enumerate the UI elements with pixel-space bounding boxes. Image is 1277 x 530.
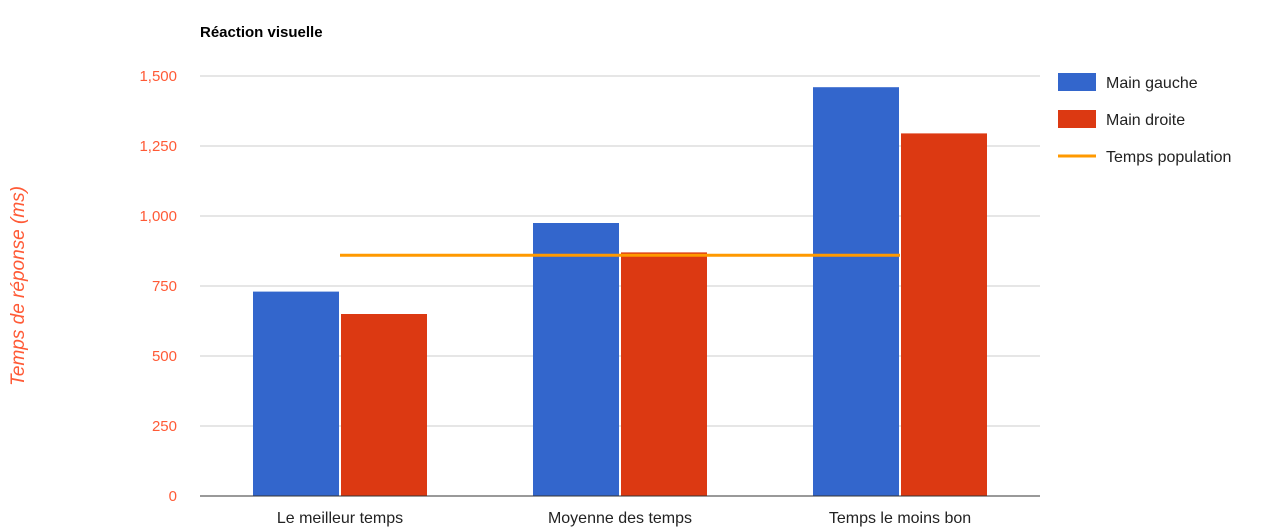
x-category-label: Le meilleur temps <box>277 510 403 527</box>
legend-swatch-main-gauche <box>1058 73 1096 91</box>
bar-main-droite-0 <box>341 314 427 496</box>
y-tick-label: 1,500 <box>139 68 177 85</box>
y-tick-label: 0 <box>169 488 177 505</box>
legend-swatch-main-droite <box>1058 110 1096 128</box>
y-tick-label: 250 <box>152 418 177 435</box>
legend-label-main-gauche: Main gauche <box>1106 75 1198 92</box>
y-axis-title: Temps de réponse (ms) <box>8 186 29 386</box>
y-axis-ticks: 0 250 500 750 1,000 1,250 1,500 <box>139 68 177 505</box>
y-tick-label: 500 <box>152 348 177 365</box>
bars <box>253 87 987 496</box>
legend-label-temps-population: Temps population <box>1106 149 1231 166</box>
legend-label-main-droite: Main droite <box>1106 112 1185 129</box>
bar-main-droite-1 <box>621 252 707 496</box>
bar-main-gauche-0 <box>253 291 339 496</box>
legend: Main gauche Main droite Temps population <box>1058 73 1231 166</box>
y-tick-label: 1,250 <box>139 138 177 155</box>
x-category-label: Temps le moins bon <box>829 510 971 527</box>
chart-title: Réaction visuelle <box>200 24 323 41</box>
x-axis-categories: Le meilleur temps Moyenne des temps Temps … <box>277 510 971 527</box>
bar-main-gauche-2 <box>813 87 899 496</box>
x-category-label: Moyenne des temps <box>548 510 692 527</box>
bar-main-gauche-1 <box>533 223 619 496</box>
y-tick-label: 750 <box>152 278 177 295</box>
y-tick-label: 1,000 <box>139 208 177 225</box>
bar-main-droite-2 <box>901 133 987 496</box>
gridlines <box>200 75 1040 427</box>
